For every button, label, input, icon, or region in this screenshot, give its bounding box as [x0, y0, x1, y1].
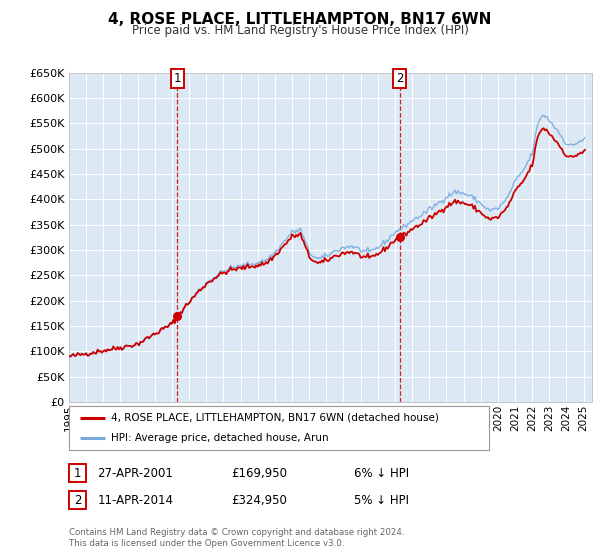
Text: 1: 1 — [173, 72, 181, 85]
Text: 11-APR-2014: 11-APR-2014 — [97, 493, 173, 507]
Text: 2: 2 — [74, 493, 81, 507]
Text: 6% ↓ HPI: 6% ↓ HPI — [354, 466, 409, 480]
Text: 4, ROSE PLACE, LITTLEHAMPTON, BN17 6WN (detached house): 4, ROSE PLACE, LITTLEHAMPTON, BN17 6WN (… — [111, 413, 439, 423]
Text: 27-APR-2001: 27-APR-2001 — [97, 466, 173, 480]
Text: This data is licensed under the Open Government Licence v3.0.: This data is licensed under the Open Gov… — [69, 539, 344, 548]
Text: £169,950: £169,950 — [231, 466, 287, 480]
Text: 4, ROSE PLACE, LITTLEHAMPTON, BN17 6WN: 4, ROSE PLACE, LITTLEHAMPTON, BN17 6WN — [109, 12, 491, 27]
Text: 1: 1 — [74, 466, 81, 480]
Text: HPI: Average price, detached house, Arun: HPI: Average price, detached house, Arun — [111, 433, 329, 443]
Text: £324,950: £324,950 — [231, 493, 287, 507]
Text: Price paid vs. HM Land Registry's House Price Index (HPI): Price paid vs. HM Land Registry's House … — [131, 24, 469, 37]
Text: 5% ↓ HPI: 5% ↓ HPI — [354, 493, 409, 507]
Text: Contains HM Land Registry data © Crown copyright and database right 2024.: Contains HM Land Registry data © Crown c… — [69, 528, 404, 536]
Text: 2: 2 — [396, 72, 403, 85]
